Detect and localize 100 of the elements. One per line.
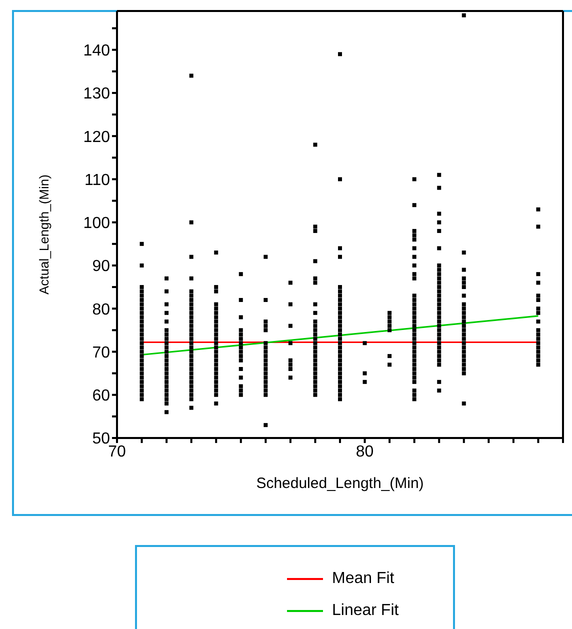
point bbox=[238, 272, 243, 276]
point bbox=[536, 354, 540, 358]
point bbox=[462, 350, 466, 354]
y-tick-label: 70 bbox=[92, 344, 110, 362]
point bbox=[412, 298, 416, 302]
point bbox=[164, 332, 169, 336]
point bbox=[238, 315, 243, 320]
point bbox=[264, 254, 268, 259]
point bbox=[313, 302, 318, 306]
point bbox=[288, 302, 292, 306]
point bbox=[140, 362, 144, 367]
point bbox=[189, 376, 194, 380]
point bbox=[264, 324, 268, 328]
point bbox=[140, 392, 144, 397]
point bbox=[437, 172, 442, 177]
point bbox=[338, 350, 342, 354]
point bbox=[238, 332, 243, 336]
point bbox=[140, 289, 144, 294]
point bbox=[238, 354, 243, 358]
point bbox=[214, 250, 218, 255]
point bbox=[412, 345, 416, 350]
point bbox=[264, 341, 268, 346]
point bbox=[536, 328, 540, 332]
x-axis-title: Scheduled_Length_(Min) bbox=[256, 475, 424, 492]
point bbox=[437, 263, 442, 268]
point bbox=[189, 388, 194, 393]
point bbox=[238, 384, 243, 388]
point bbox=[214, 354, 218, 358]
point bbox=[462, 302, 466, 306]
point bbox=[214, 362, 218, 367]
point bbox=[140, 397, 144, 402]
point bbox=[140, 380, 144, 384]
point bbox=[412, 310, 416, 315]
point bbox=[313, 388, 318, 393]
point bbox=[140, 336, 144, 341]
point bbox=[536, 310, 540, 315]
point bbox=[164, 345, 169, 350]
point bbox=[189, 320, 194, 324]
point bbox=[462, 366, 466, 371]
point bbox=[164, 276, 169, 280]
point bbox=[412, 328, 416, 332]
point bbox=[412, 380, 416, 384]
point bbox=[313, 332, 318, 336]
point bbox=[412, 362, 416, 367]
point bbox=[264, 384, 268, 388]
point bbox=[462, 341, 466, 346]
point bbox=[412, 254, 416, 259]
point bbox=[264, 380, 268, 384]
point bbox=[189, 358, 194, 362]
point bbox=[313, 392, 318, 397]
point bbox=[437, 212, 442, 216]
point bbox=[214, 285, 218, 290]
point bbox=[140, 371, 144, 376]
point bbox=[338, 246, 342, 250]
point bbox=[412, 294, 416, 298]
point bbox=[313, 376, 318, 380]
point bbox=[388, 324, 392, 328]
point bbox=[462, 354, 466, 358]
point bbox=[313, 276, 318, 280]
point bbox=[536, 294, 540, 298]
point bbox=[412, 306, 416, 311]
point bbox=[412, 272, 416, 276]
point bbox=[437, 280, 442, 285]
point bbox=[189, 380, 194, 384]
point bbox=[412, 371, 416, 376]
point bbox=[536, 272, 540, 276]
point bbox=[437, 336, 442, 341]
point bbox=[462, 280, 466, 285]
point bbox=[238, 358, 243, 362]
point bbox=[437, 320, 442, 324]
point bbox=[189, 328, 194, 332]
point bbox=[462, 362, 466, 367]
y-tick-label: 110 bbox=[84, 172, 110, 189]
point bbox=[338, 52, 342, 56]
point bbox=[164, 320, 169, 324]
point bbox=[214, 302, 218, 306]
point bbox=[164, 376, 169, 380]
point bbox=[189, 350, 194, 354]
point bbox=[189, 302, 194, 306]
point bbox=[437, 362, 442, 367]
point bbox=[338, 358, 342, 362]
point bbox=[313, 320, 318, 324]
point bbox=[140, 341, 144, 346]
point bbox=[140, 263, 144, 268]
point bbox=[338, 354, 342, 358]
point bbox=[189, 324, 194, 328]
point bbox=[412, 354, 416, 358]
point bbox=[437, 345, 442, 350]
point bbox=[437, 310, 442, 315]
point bbox=[288, 366, 292, 371]
point bbox=[238, 336, 243, 341]
point bbox=[338, 328, 342, 332]
point bbox=[214, 366, 218, 371]
point bbox=[189, 341, 194, 346]
point bbox=[338, 397, 342, 402]
point bbox=[462, 268, 466, 272]
point bbox=[536, 332, 540, 336]
point bbox=[412, 320, 416, 324]
point bbox=[313, 384, 318, 388]
y-tick-label: 140 bbox=[83, 42, 110, 60]
